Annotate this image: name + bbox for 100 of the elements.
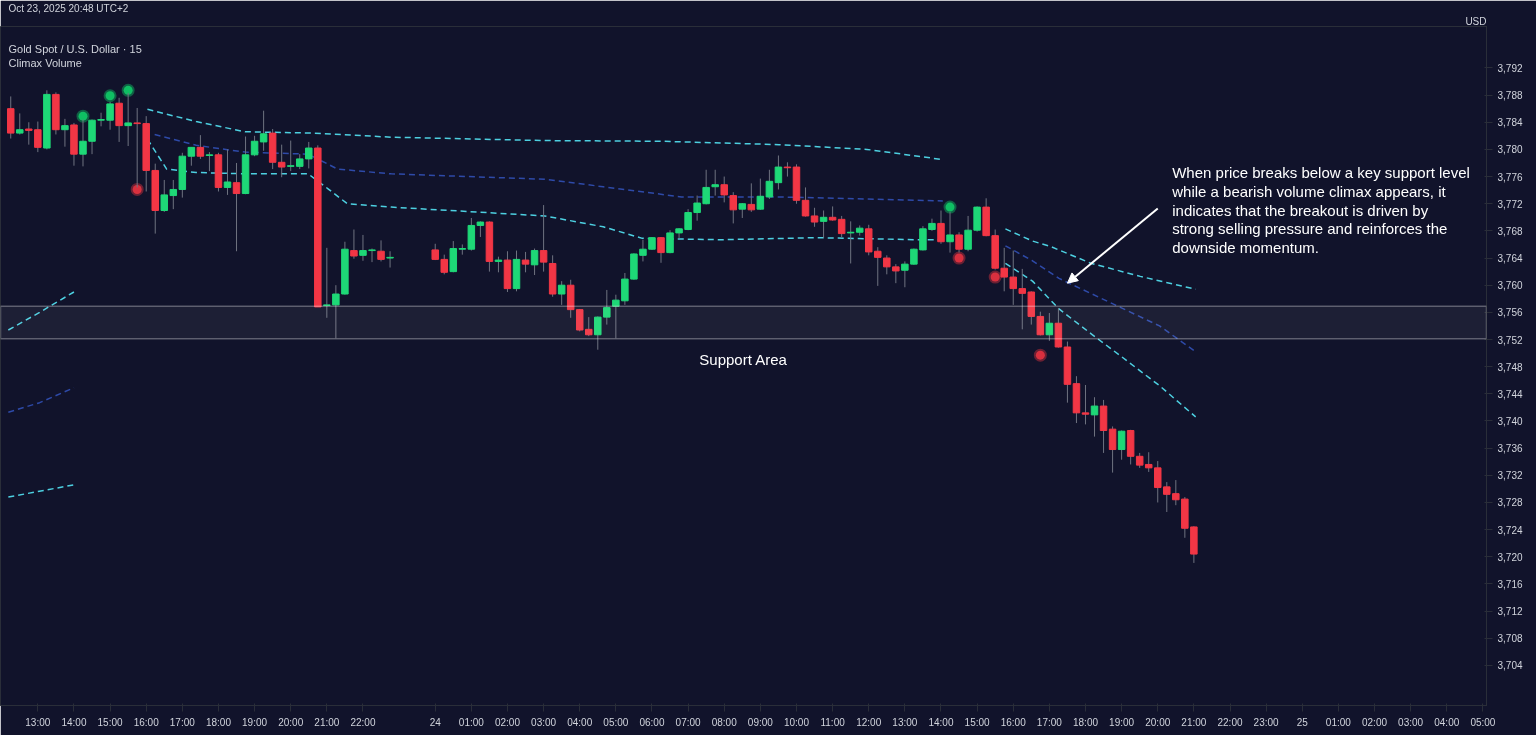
x-tick-label: 12:00 — [856, 716, 882, 728]
x-tick-label: 08:00 — [711, 716, 738, 728]
y-tick-label: 3,748 — [1497, 361, 1523, 373]
y-tick-label: 3,744 — [1497, 388, 1523, 400]
y-tick-label: 3,780 — [1497, 144, 1523, 156]
candlestick — [539, 204, 548, 273]
y-tick-label: 3,736 — [1497, 443, 1523, 455]
text: Gold Spot / U.S. Dollar · 15 — [8, 42, 142, 55]
y-tick-label: 3,712 — [1497, 606, 1523, 618]
x-tick-label: 23:00 — [1253, 716, 1280, 728]
y-tick-label: 3,776 — [1497, 171, 1523, 183]
y-tick-label: 3,772 — [1497, 198, 1523, 210]
x-tick-label: 20:00 — [278, 716, 304, 728]
candlestick — [232, 162, 241, 252]
point — [1033, 348, 1047, 362]
x-tick-label: 13:00 — [892, 716, 918, 728]
x-tick-label: 09:00 — [747, 716, 774, 728]
y-tick-label: 3,760 — [1497, 280, 1523, 292]
x-tick-label: 07:00 — [675, 716, 702, 728]
point — [952, 251, 966, 265]
candlestick — [955, 231, 963, 254]
x-tick-label: 05:00 — [1470, 716, 1496, 728]
candlestick — [277, 144, 286, 178]
candlestick — [124, 92, 132, 147]
candlestick — [1054, 307, 1063, 349]
y-tick-label: 3,728 — [1497, 497, 1523, 509]
candlestick — [323, 247, 331, 319]
candlestick — [223, 148, 232, 196]
point — [130, 182, 144, 196]
x-tick-label: 11:00 — [820, 716, 846, 728]
x-tick-label: 24 — [429, 716, 442, 728]
candlestick — [946, 211, 954, 254]
point — [103, 89, 117, 103]
y-axis-title: USD — [1465, 15, 1487, 27]
x-tick-label: 22:00 — [350, 716, 376, 728]
x-tick-label: 03:00 — [531, 716, 557, 728]
y-tick-label: 3,764 — [1497, 253, 1523, 265]
y-tick-label: 3,752 — [1497, 334, 1523, 346]
x-tick-label: 06:00 — [639, 716, 665, 728]
candlestick — [819, 210, 828, 239]
candlestick — [350, 229, 358, 260]
candlestick — [530, 248, 539, 276]
candlestick — [711, 169, 719, 197]
candlestick — [810, 207, 819, 228]
candlestick — [115, 97, 123, 143]
x-tick-label: 14:00 — [61, 716, 87, 728]
candlestick — [964, 215, 972, 252]
y-tick-label: 3,732 — [1497, 470, 1523, 482]
candlestick — [521, 251, 530, 273]
text: Oct 23, 2025 20:48 UTC+2 — [8, 2, 129, 14]
x-tick-label: 18:00 — [1072, 716, 1099, 728]
x-tick-label: 22:00 — [1217, 716, 1243, 728]
x-tick-label: 01:00 — [458, 716, 485, 728]
y-tick-label: 3,720 — [1497, 551, 1523, 563]
candlestick — [1045, 312, 1054, 342]
annotation: When price breaks below a key support level while a bearish volume climax appears, it indicates that the breakout is driven by strong selling pressure and reinforces the downside momentum. — [1171, 164, 1470, 257]
x-tick-label: 17:00 — [1036, 716, 1063, 728]
x-tick-label: 19:00 — [1109, 716, 1135, 728]
y-tick-label: 3,788 — [1497, 90, 1523, 102]
x-tick-label: 05:00 — [603, 716, 629, 728]
point — [943, 200, 957, 214]
y-tick-label: 3,768 — [1497, 225, 1523, 237]
candlestick — [205, 151, 214, 172]
candlestick — [259, 110, 268, 152]
x-tick-label: 16:00 — [1000, 716, 1027, 728]
candlestick — [657, 236, 665, 264]
candlestick — [187, 146, 196, 167]
band-label: Support Area — [699, 350, 788, 368]
candlestick — [386, 250, 394, 269]
candlestick — [774, 155, 783, 190]
x-tick-label: 18:00 — [205, 716, 232, 728]
point — [988, 270, 1002, 284]
x-tick-label: 21:00 — [314, 716, 340, 728]
text: Climax Volume — [8, 56, 82, 69]
candlestick — [1090, 396, 1099, 438]
candlestick — [377, 239, 385, 262]
x-tick-label: 02:00 — [494, 716, 521, 728]
candlestick — [973, 205, 981, 233]
x-tick-label: 20:00 — [1145, 716, 1171, 728]
y-tick-label: 3,704 — [1497, 660, 1523, 672]
y-tick-label: 3,716 — [1497, 578, 1523, 590]
candlestick — [1117, 430, 1126, 461]
y-tick-label: 3,784 — [1497, 117, 1523, 129]
candlestick — [937, 210, 945, 245]
x-tick-label: 14:00 — [928, 716, 954, 728]
x-tick-label: 16:00 — [133, 716, 160, 728]
candlestick — [557, 280, 566, 306]
y-tick-label: 3,740 — [1497, 416, 1523, 427]
x-tick-label: 19:00 — [242, 716, 268, 728]
point — [76, 109, 90, 123]
x-tick-label: 25 — [1296, 716, 1309, 728]
y-tick-label: 3,792 — [1497, 62, 1523, 74]
y-tick-label: 3,724 — [1497, 524, 1523, 536]
candlestick — [1081, 384, 1090, 425]
x-tick-label: 02:00 — [1362, 716, 1388, 728]
x-tick-label: 17:00 — [169, 716, 196, 728]
candlestick — [1108, 425, 1117, 474]
x-tick-label: 15:00 — [97, 716, 124, 728]
candlestick — [286, 140, 295, 172]
candlestick — [783, 161, 792, 178]
